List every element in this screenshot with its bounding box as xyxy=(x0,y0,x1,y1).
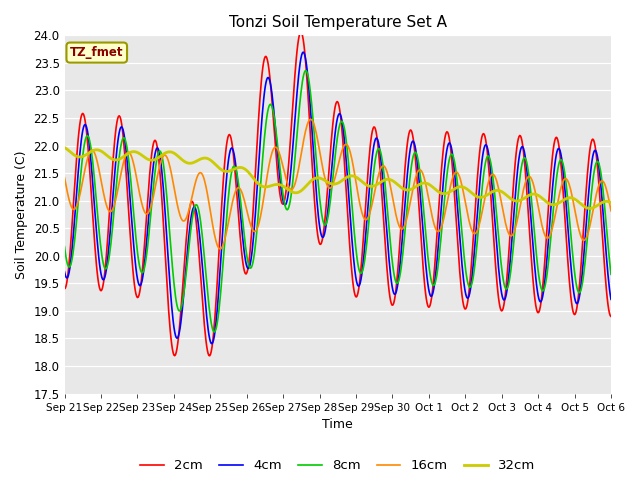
2cm xyxy=(422,290,429,296)
8cm xyxy=(212,327,220,333)
2cm xyxy=(61,286,68,292)
32cm xyxy=(70,152,78,158)
Line: 2cm: 2cm xyxy=(65,32,611,356)
32cm xyxy=(607,200,615,205)
16cm xyxy=(406,203,413,208)
16cm xyxy=(182,216,190,221)
Legend: 2cm, 4cm, 8cm, 16cm, 32cm: 2cm, 4cm, 8cm, 16cm, 32cm xyxy=(135,454,541,478)
2cm xyxy=(70,187,78,192)
16cm xyxy=(61,175,68,180)
4cm xyxy=(212,322,220,328)
32cm xyxy=(61,144,68,150)
Line: 4cm: 4cm xyxy=(65,52,611,344)
2cm xyxy=(182,238,190,243)
16cm xyxy=(607,208,615,214)
4cm xyxy=(70,219,78,225)
Line: 16cm: 16cm xyxy=(65,119,611,249)
32cm xyxy=(586,205,593,211)
16cm xyxy=(127,152,134,157)
Line: 8cm: 8cm xyxy=(65,71,611,332)
8cm xyxy=(422,229,429,235)
2cm xyxy=(406,129,413,134)
8cm xyxy=(70,239,78,245)
32cm xyxy=(404,187,412,193)
8cm xyxy=(406,178,413,184)
4cm xyxy=(422,260,429,265)
8cm xyxy=(211,329,218,335)
4cm xyxy=(127,203,134,209)
8cm xyxy=(61,244,68,250)
8cm xyxy=(607,272,615,277)
16cm xyxy=(211,234,219,240)
16cm xyxy=(422,180,429,186)
2cm xyxy=(297,29,305,35)
32cm xyxy=(211,161,219,167)
4cm xyxy=(182,263,190,269)
Y-axis label: Soil Temperature (C): Soil Temperature (C) xyxy=(15,150,28,279)
2cm xyxy=(127,239,134,244)
8cm xyxy=(301,68,309,73)
8cm xyxy=(127,176,134,182)
Title: Tonzi Soil Temperature Set A: Tonzi Soil Temperature Set A xyxy=(228,15,447,30)
32cm xyxy=(182,159,190,165)
Text: TZ_fmet: TZ_fmet xyxy=(70,46,124,59)
32cm xyxy=(127,149,134,155)
X-axis label: Time: Time xyxy=(323,418,353,431)
2cm xyxy=(206,353,214,359)
Line: 32cm: 32cm xyxy=(65,147,611,208)
8cm xyxy=(182,271,190,276)
16cm xyxy=(70,206,78,212)
2cm xyxy=(607,313,615,319)
4cm xyxy=(300,49,307,55)
4cm xyxy=(208,341,216,347)
4cm xyxy=(61,269,68,275)
4cm xyxy=(607,297,615,302)
16cm xyxy=(216,246,224,252)
16cm xyxy=(307,116,315,122)
2cm xyxy=(212,302,220,308)
4cm xyxy=(406,151,413,156)
32cm xyxy=(420,180,428,186)
